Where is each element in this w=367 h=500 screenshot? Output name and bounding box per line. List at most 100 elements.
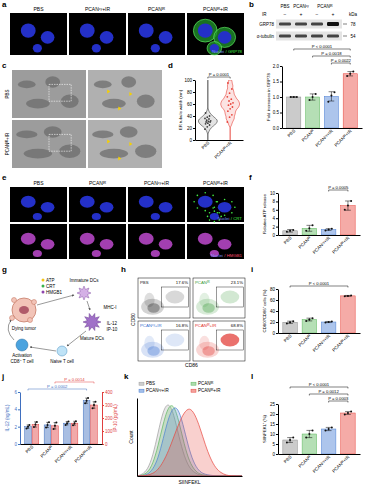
panel-c: PBSPCANᴵᴿ+IR — [5, 70, 162, 168]
tick: 4 — [272, 216, 278, 221]
axis-line — [279, 333, 361, 334]
bracket — [331, 63, 350, 65]
tick-mark — [18, 392, 20, 393]
nucleus — [80, 24, 95, 38]
tick: 40 — [270, 309, 278, 314]
tick: 8 — [272, 199, 278, 204]
stain — [214, 221, 216, 223]
tick: 20 — [187, 126, 195, 131]
tick-mark — [280, 82, 282, 83]
tick-label: PBS — [286, 128, 296, 138]
data-point — [66, 422, 68, 424]
label: kDa — [349, 12, 357, 17]
column-label: PCANᴵᴿ — [148, 6, 166, 12]
tick-mark — [276, 289, 278, 290]
plot-frame — [138, 321, 190, 361]
bar — [321, 230, 335, 235]
violin — [221, 80, 240, 140]
label: CD8⁺ T cell — [11, 359, 34, 364]
histogram — [137, 408, 242, 476]
data-point — [209, 115, 211, 117]
error-bar — [329, 92, 335, 101]
stain — [217, 201, 219, 203]
tick-label: PCANᴵᴿ — [298, 454, 312, 468]
tick: 100 — [102, 429, 113, 434]
data-point — [208, 121, 210, 123]
arrow-mark — [107, 140, 110, 144]
bar — [343, 74, 357, 128]
data-point — [209, 124, 211, 126]
data-point — [33, 426, 35, 428]
stain — [209, 219, 211, 221]
error-bar — [287, 438, 293, 443]
column-label: PBS — [33, 6, 44, 12]
data-point — [36, 421, 38, 423]
data-point — [27, 426, 29, 428]
gate — [216, 287, 243, 307]
nucleus — [139, 196, 154, 208]
data-point — [54, 425, 56, 427]
data-point — [292, 320, 294, 322]
data-point — [334, 91, 336, 93]
data-point — [286, 441, 288, 443]
stain — [218, 212, 220, 214]
organelle — [102, 99, 126, 109]
organelle — [45, 76, 60, 88]
data-point — [324, 430, 326, 432]
stain-label: / CRT — [231, 216, 243, 221]
label: Naive T cell — [50, 359, 73, 364]
tick: 0 — [14, 442, 20, 447]
data-point — [347, 295, 349, 297]
bar — [44, 425, 51, 444]
legend-label: PCANᶜʸ+IR — [146, 388, 169, 393]
tick-label: PCANᴵᴿ+IR — [331, 454, 351, 474]
tick: PBS — [283, 333, 293, 343]
tick-label: 25 — [270, 402, 276, 407]
tick-label: 80 — [270, 287, 276, 292]
tick: 0 — [102, 442, 108, 447]
data-point — [292, 437, 294, 439]
data-point — [308, 319, 310, 321]
tick-mark — [102, 405, 104, 406]
axis-line — [278, 194, 279, 236]
tick-label: 100 — [184, 78, 192, 83]
band — [279, 35, 291, 38]
tick-label: PCANᶜʸ+IR — [312, 333, 332, 353]
tick-label: PBS — [283, 235, 293, 245]
data-point — [227, 82, 229, 84]
nucleus — [159, 31, 173, 44]
signal-label: CRT — [46, 284, 55, 289]
nucleus — [21, 196, 36, 208]
data-point — [305, 436, 307, 438]
tick-mark — [276, 210, 278, 211]
axis-line — [283, 128, 363, 129]
panel-e: PBSPCANᴵᴿPCANᶜʸ+IRPCANᴵᴿ+IR/ CRTNuclei/ … — [10, 180, 244, 260]
arrow-mark — [129, 92, 132, 96]
tick-label: PCANᶜʸ+IR — [312, 454, 332, 474]
tick-label: 400 — [105, 390, 113, 395]
tick-label: 1.5 — [273, 79, 280, 84]
micrograph — [128, 13, 185, 55]
zoom-box — [49, 84, 71, 101]
bar — [341, 413, 355, 454]
x-axis — [138, 476, 243, 477]
tick: PCANᶜʸ+IR — [312, 235, 332, 255]
tick-mark — [102, 418, 104, 419]
tick: PBS — [286, 128, 296, 138]
y-axis: 0246 — [14, 390, 20, 447]
y-axis: 020406080 — [270, 287, 279, 336]
band — [279, 23, 291, 26]
nucleus — [41, 202, 55, 213]
tick-label: PCANᴵᴿ+IR — [331, 333, 351, 353]
label: IR — [262, 12, 267, 17]
tick-mark — [193, 128, 195, 129]
signal-dot — [42, 285, 45, 288]
nucleus — [41, 239, 55, 250]
data-label: 68.8% — [231, 323, 243, 328]
axis-line — [20, 393, 21, 445]
tick-label: PCANᴵᴿ — [298, 333, 312, 347]
nucleus — [19, 306, 29, 314]
column-label: PCANᴵᴿ+IR — [203, 180, 228, 186]
p-value: P = 0.0002 — [47, 384, 68, 389]
y-axis: 0.00.51.01.52.0 — [273, 64, 283, 131]
